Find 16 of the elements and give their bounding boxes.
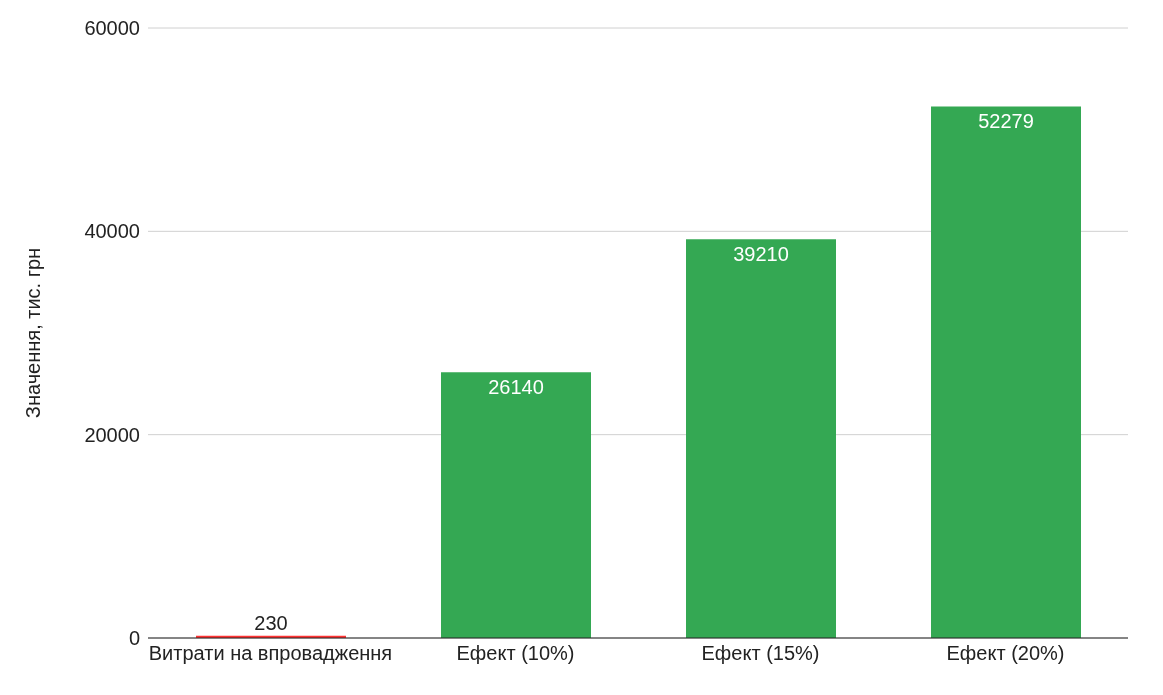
- bar: [686, 239, 836, 638]
- x-tick-label: Ефект (20%): [946, 642, 1065, 665]
- bar: [441, 372, 591, 638]
- y-axis-title: Значення, тис. грн: [22, 247, 45, 419]
- y-tick-label: 60000: [84, 17, 140, 40]
- y-tick-label: 20000: [84, 423, 140, 446]
- y-tick-label: 40000: [84, 220, 140, 243]
- x-tick-label: Ефект (15%): [701, 642, 820, 665]
- x-tick-label: Ефект (10%): [456, 642, 575, 665]
- data-label: 52279: [978, 110, 1034, 133]
- bar: [931, 106, 1081, 638]
- data-label: 39210: [733, 243, 789, 266]
- data-label: 230: [254, 611, 288, 634]
- data-label: 26140: [488, 376, 544, 399]
- y-tick-label: 0: [128, 627, 140, 650]
- x-tick-label: Витрати на впровадження: [148, 642, 393, 665]
